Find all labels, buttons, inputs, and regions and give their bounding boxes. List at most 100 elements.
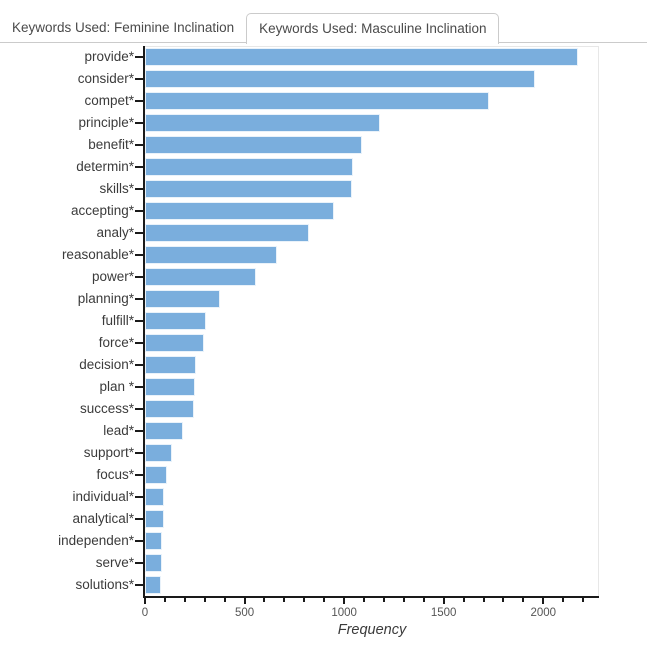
bar-fulfill: [145, 312, 207, 330]
bar-analytical: [145, 510, 164, 528]
x-tick-label: 0: [141, 607, 149, 619]
x-tick: [163, 598, 166, 602]
y-tick: [135, 364, 143, 366]
y-category-label: consider*: [77, 71, 134, 86]
bar-individual: [145, 488, 165, 506]
x-tick: [223, 598, 226, 602]
x-tick: [323, 598, 326, 602]
y-tick: [135, 452, 143, 454]
bar-compet: [145, 92, 490, 110]
y-axis-line: [143, 46, 145, 598]
y-category-label: success*: [79, 401, 134, 416]
bar-accepting: [145, 202, 335, 220]
y-tick: [135, 518, 143, 520]
y-tick: [135, 298, 143, 300]
y-category-label: support*: [83, 445, 134, 460]
y-tick: [135, 210, 143, 212]
bar-independen: [145, 532, 163, 550]
x-tick: [402, 598, 405, 602]
bar-reasonable: [145, 246, 278, 264]
y-category-label: individual*: [72, 489, 134, 504]
y-category-label: principle*: [78, 115, 134, 130]
x-tick: [183, 598, 186, 602]
x-tick: [283, 598, 286, 602]
y-category-label: lead*: [103, 423, 134, 438]
y-tick: [135, 122, 143, 124]
x-tick: [243, 598, 246, 604]
y-tick: [135, 78, 143, 80]
bar-solutions: [145, 576, 161, 594]
bar-focus: [145, 466, 167, 484]
x-axis-line: [143, 596, 599, 598]
x-tick: [263, 598, 266, 602]
x-tick: [203, 598, 206, 602]
bar-provide: [145, 48, 579, 66]
y-axis-labels: provide* consider* compet* principle* benefi…: [0, 46, 134, 596]
x-tick: [442, 598, 445, 604]
y-category-label: analytical*: [72, 511, 134, 526]
y-tick: [135, 496, 143, 498]
bar-power: [145, 268, 256, 286]
y-category-label: accepting*: [70, 203, 134, 218]
y-tick: [135, 276, 143, 278]
bar-benefit: [145, 136, 363, 154]
y-category-label: skills*: [99, 181, 134, 196]
y-tick: [135, 144, 143, 146]
y-category-label: solutions*: [75, 577, 134, 592]
x-tick: [582, 598, 585, 602]
y-category-label: force*: [98, 335, 134, 350]
bar-skills: [145, 180, 352, 198]
bar-consider: [145, 70, 535, 88]
bar-force: [145, 334, 204, 352]
y-category-label: provide*: [84, 49, 134, 64]
y-tick: [135, 540, 143, 542]
y-category-label: benefit*: [88, 137, 134, 152]
bar-determin: [145, 158, 354, 176]
y-category-label: independen*: [58, 533, 134, 548]
bar-decision: [145, 356, 197, 374]
x-tick: [303, 598, 306, 602]
x-tick: [422, 598, 425, 602]
y-tick: [135, 56, 143, 58]
plot-border-right: [598, 46, 599, 596]
y-tick: [135, 188, 143, 190]
y-category-label: compet*: [84, 93, 134, 108]
y-category-label: planning*: [77, 291, 134, 306]
x-axis-title: Frequency: [337, 622, 407, 638]
bar-serve: [145, 554, 162, 572]
x-tick-label: 500: [234, 607, 255, 619]
y-tick: [135, 430, 143, 432]
y-tick: [135, 254, 143, 256]
x-axis-ticks: 0 500 1000 1500 2000: [142, 598, 599, 630]
x-tick: [382, 598, 385, 602]
y-category-label: fulfill*: [101, 313, 134, 328]
y-tick: [135, 584, 143, 586]
y-tick: [135, 386, 143, 388]
bar-principle: [145, 114, 380, 132]
y-category-label: determin*: [76, 159, 134, 174]
bar-support: [145, 444, 173, 462]
plot-area: [145, 46, 599, 596]
tab-bar: Keywords Used: Feminine Inclination Keyw…: [0, 13, 500, 44]
y-category-label: focus*: [96, 467, 134, 482]
x-tick: [482, 598, 485, 602]
x-tick: [363, 598, 366, 602]
y-category-label: serve*: [95, 555, 134, 570]
y-tick: [135, 100, 143, 102]
y-axis-ticks: [135, 46, 143, 596]
y-category-label: decision*: [79, 357, 134, 372]
y-category-label: analy*: [96, 225, 134, 240]
bar-planning: [145, 290, 221, 308]
y-tick: [135, 166, 143, 168]
y-tick: [135, 342, 143, 344]
tab-masculine-inclination[interactable]: Keywords Used: Masculine Inclination: [246, 13, 500, 44]
y-category-label: plan *: [99, 379, 134, 394]
x-tick-label: 2000: [530, 607, 557, 619]
y-tick: [135, 320, 143, 322]
tab-feminine-inclination[interactable]: Keywords Used: Feminine Inclination: [12, 20, 235, 35]
x-tick-label: 1500: [430, 607, 457, 619]
y-tick: [135, 408, 143, 410]
bar-plan: [145, 378, 196, 396]
x-tick-label: 1000: [331, 607, 357, 619]
